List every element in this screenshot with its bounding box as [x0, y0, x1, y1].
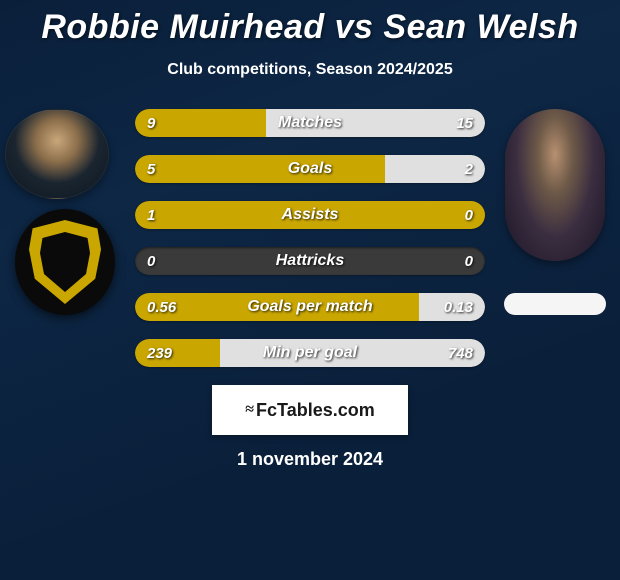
- stat-bars: 915Matches 52Goals 10Assists 00Hattricks 0.5…: [135, 109, 485, 367]
- brand-label: FcTables.com: [256, 400, 375, 421]
- page-title: Robbie Muirhead vs Sean Welsh: [0, 0, 620, 47]
- stat-row: 0.560.13Goals per match: [135, 293, 485, 321]
- stat-label: Goals: [135, 155, 485, 183]
- player1-name: Robbie Muirhead: [41, 8, 324, 46]
- stat-label: Goals per match: [135, 293, 485, 321]
- player2-name: Sean Welsh: [383, 8, 578, 46]
- stat-label: Assists: [135, 201, 485, 229]
- stat-row: 915Matches: [135, 109, 485, 137]
- player1-avatar: [5, 109, 109, 199]
- stat-row: 10Assists: [135, 201, 485, 229]
- stat-row: 52Goals: [135, 155, 485, 183]
- stat-row: 239748Min per goal: [135, 339, 485, 367]
- subtitle: Club competitions, Season 2024/2025: [0, 61, 620, 79]
- stat-label: Min per goal: [135, 339, 485, 367]
- player1-column: [5, 109, 125, 315]
- brand-badge: ≈ FcTables.com: [212, 385, 408, 435]
- player1-club-badge: [15, 209, 115, 315]
- brand-sig-icon: ≈: [245, 401, 254, 419]
- shield-icon: [29, 220, 101, 304]
- footer-date: 1 november 2024: [0, 449, 620, 470]
- player2-avatar: [505, 109, 605, 261]
- stat-label: Hattricks: [135, 247, 485, 275]
- comparison-chart: 915Matches 52Goals 10Assists 00Hattricks 0.5…: [0, 109, 620, 367]
- stat-label: Matches: [135, 109, 485, 137]
- player2-club-badge: [504, 293, 606, 315]
- player2-column: [500, 109, 610, 315]
- stat-row: 00Hattricks: [135, 247, 485, 275]
- vs-label: vs: [335, 8, 374, 46]
